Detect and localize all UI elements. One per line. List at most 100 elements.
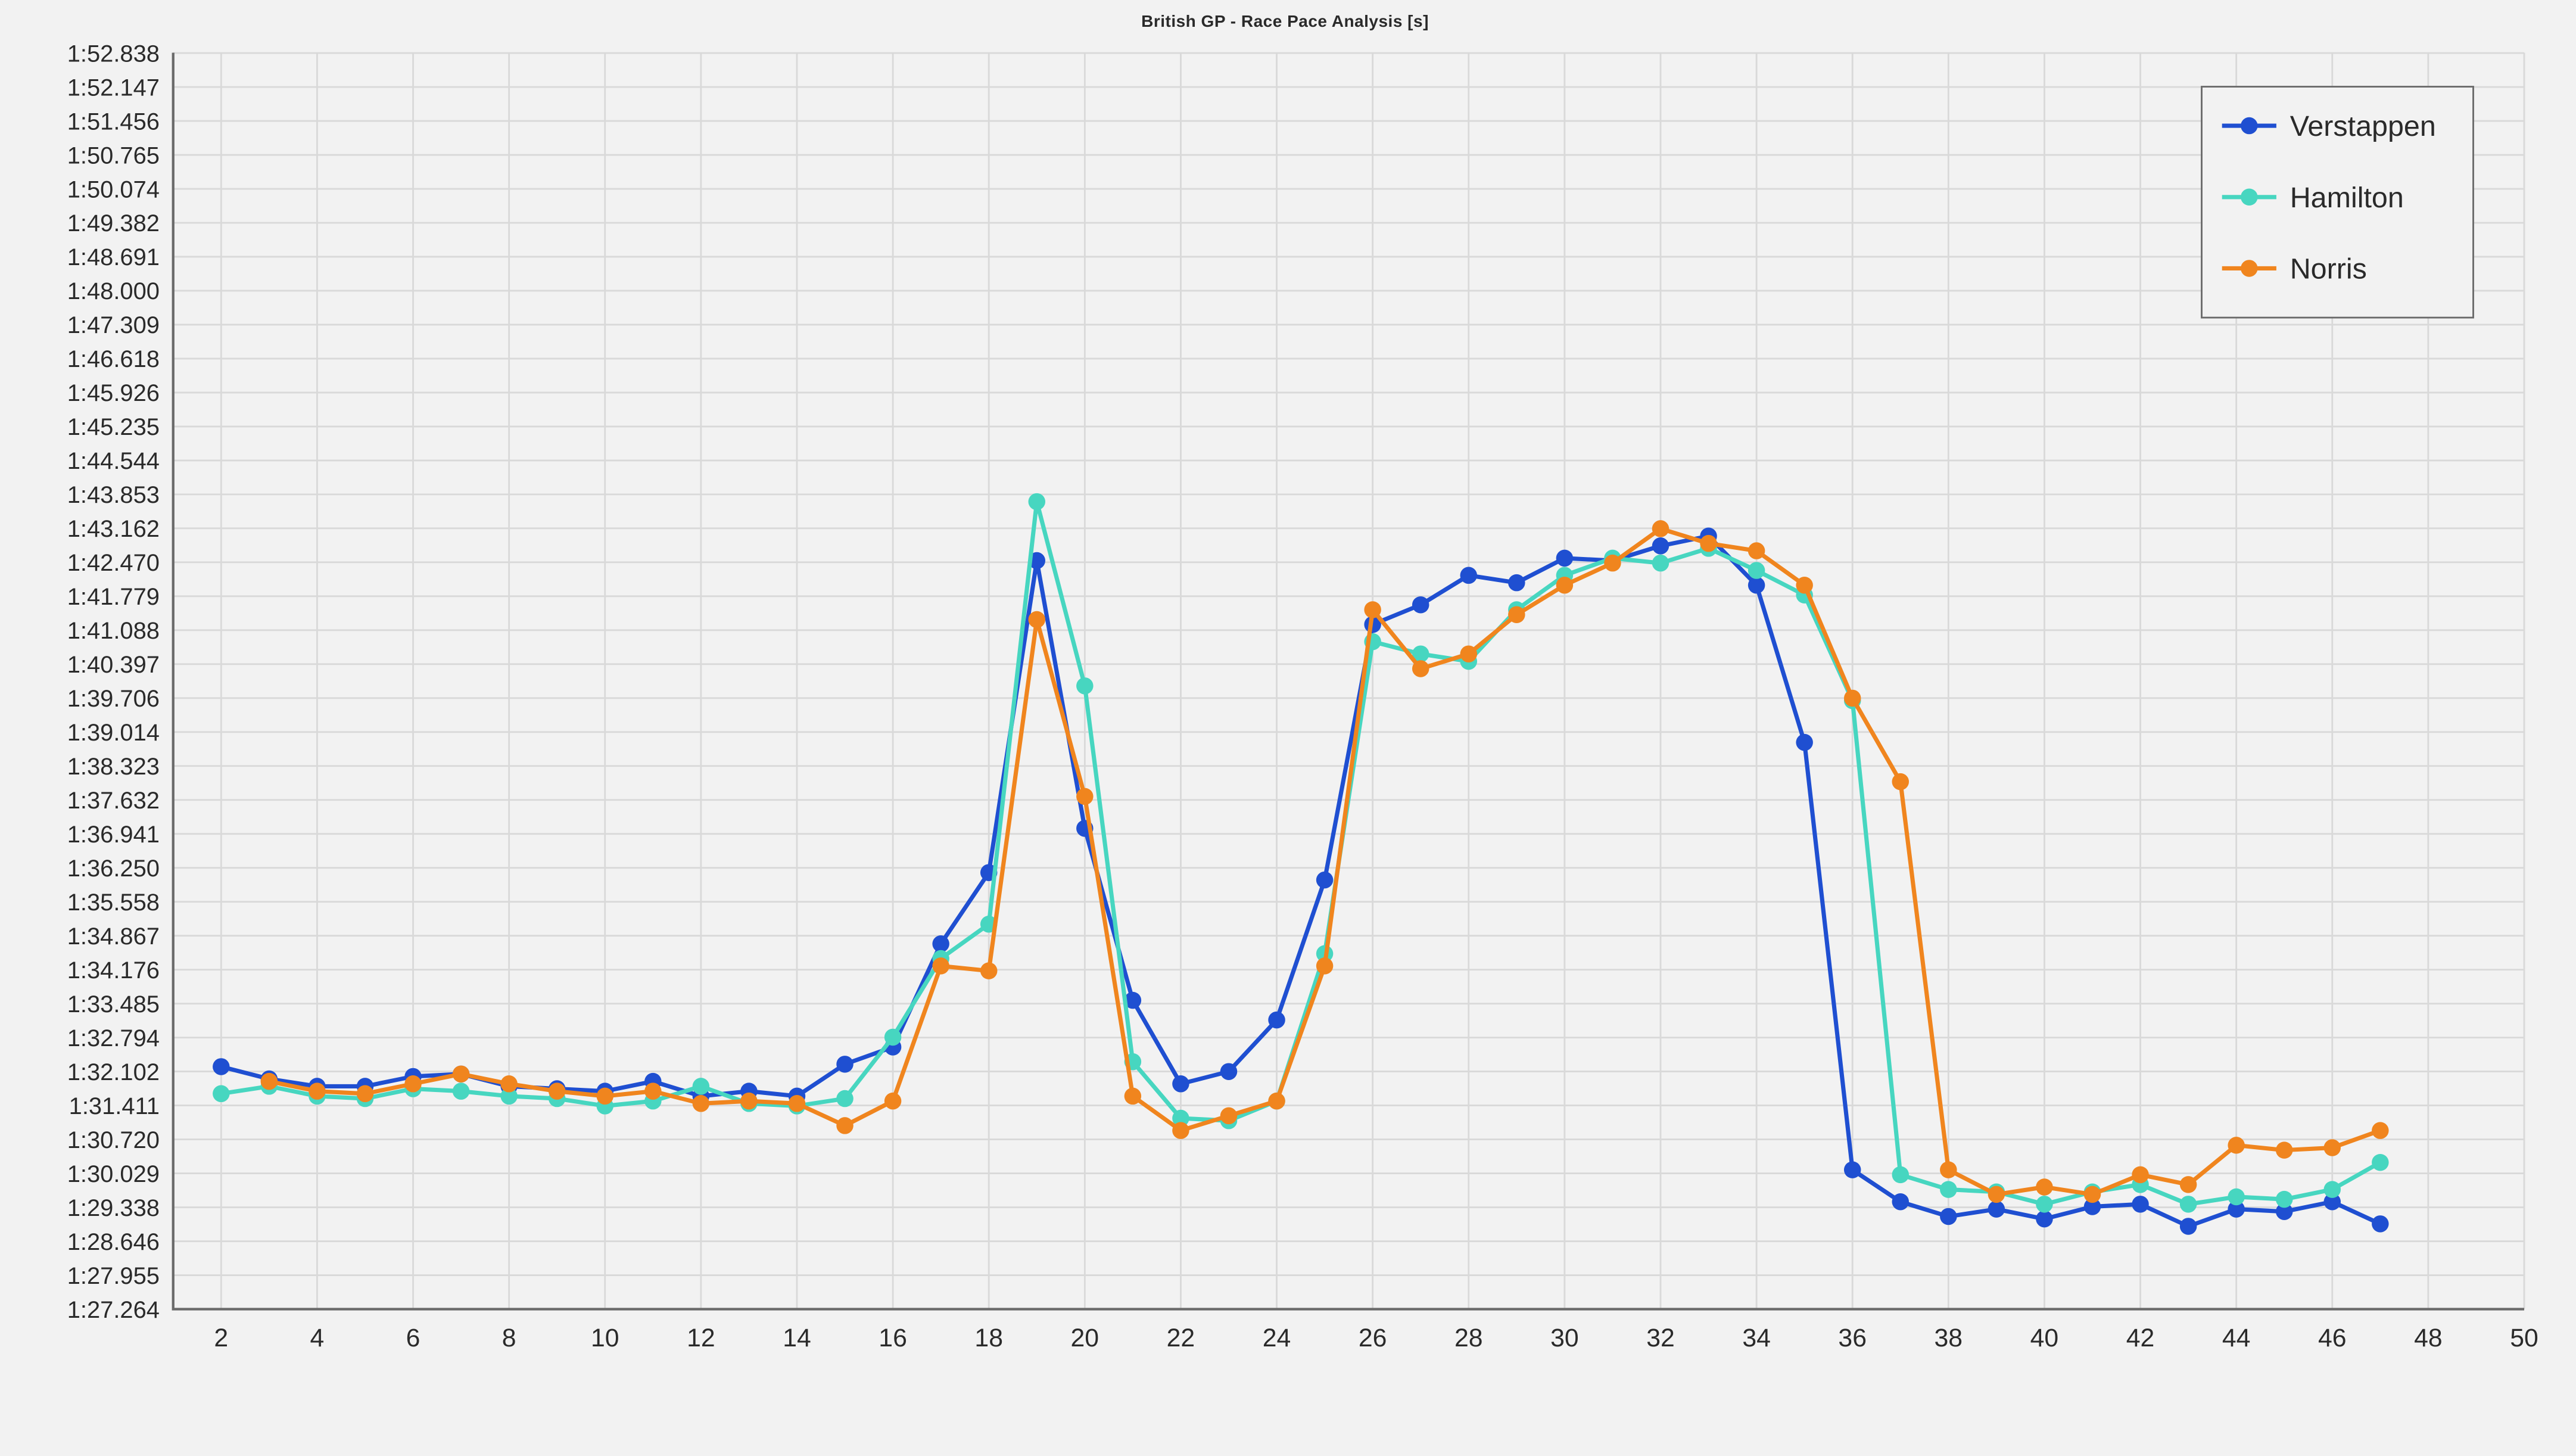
- legend-label: Norris: [2290, 253, 2367, 285]
- y-tick-label: 1:32.102: [67, 1059, 160, 1085]
- series-marker-verstappen: [2180, 1218, 2197, 1235]
- series-marker-norris: [980, 962, 998, 979]
- series-marker-verstappen: [1268, 1012, 1285, 1029]
- y-tick-label: 1:36.250: [67, 855, 160, 882]
- chart-background: [12, 36, 2558, 1377]
- chart-title: British GP - Race Pace Analysis [s]: [12, 12, 2558, 31]
- series-marker-norris: [836, 1117, 854, 1134]
- series-marker-verstappen: [1508, 574, 1525, 592]
- series-marker-hamilton: [836, 1090, 854, 1107]
- y-tick-label: 1:50.074: [67, 176, 160, 203]
- y-tick-label: 1:44.544: [67, 448, 160, 474]
- series-marker-norris: [1508, 606, 1525, 624]
- series-marker-verstappen: [1316, 872, 1334, 889]
- series-marker-verstappen: [1796, 734, 1813, 751]
- series-marker-verstappen: [2132, 1196, 2149, 1213]
- series-marker-norris: [1076, 788, 1094, 805]
- series-marker-verstappen: [1460, 567, 1478, 584]
- x-tick-label: 46: [2318, 1324, 2347, 1352]
- x-tick-label: 6: [406, 1324, 420, 1352]
- series-marker-norris: [2132, 1166, 2149, 1184]
- series-marker-hamilton: [2372, 1154, 2389, 1171]
- series-marker-verstappen: [1988, 1200, 2005, 1218]
- chart-plot-area: 2468101214161820222426283032343638404244…: [12, 36, 2558, 1377]
- series-marker-norris: [789, 1095, 806, 1112]
- y-tick-label: 1:50.765: [67, 142, 160, 169]
- series-marker-norris: [2180, 1176, 2197, 1193]
- x-tick-label: 12: [687, 1324, 715, 1352]
- legend-label: Hamilton: [2290, 182, 2404, 214]
- series-marker-norris: [1029, 611, 1046, 629]
- x-tick-label: 30: [1550, 1324, 1579, 1352]
- series-marker-norris: [1316, 957, 1334, 975]
- series-marker-verstappen: [1892, 1193, 1910, 1211]
- x-tick-label: 40: [2030, 1324, 2059, 1352]
- series-marker-hamilton: [453, 1082, 470, 1100]
- series-marker-norris: [1796, 577, 1813, 594]
- x-tick-label: 4: [310, 1324, 325, 1352]
- series-marker-verstappen: [2036, 1211, 2053, 1228]
- series-marker-hamilton: [2324, 1181, 2341, 1198]
- series-marker-norris: [1125, 1088, 1142, 1105]
- series-marker-hamilton: [2036, 1196, 2053, 1213]
- series-marker-norris: [1460, 645, 1478, 662]
- series-marker-hamilton: [1076, 677, 1094, 695]
- y-tick-label: 1:43.162: [67, 516, 160, 542]
- y-tick-label: 1:46.618: [67, 346, 160, 372]
- series-marker-hamilton: [1029, 493, 1046, 511]
- series-marker-verstappen: [1220, 1063, 1237, 1080]
- series-marker-verstappen: [932, 935, 949, 953]
- series-marker-verstappen: [1556, 550, 1574, 567]
- series-marker-norris: [1412, 660, 1429, 677]
- y-tick-label: 1:43.853: [67, 482, 160, 508]
- legend-swatch-marker: [2241, 117, 2258, 135]
- legend-swatch-marker: [2241, 189, 2258, 206]
- y-tick-label: 1:42.470: [67, 550, 160, 576]
- x-tick-label: 42: [2126, 1324, 2155, 1352]
- y-tick-label: 1:41.088: [67, 618, 160, 644]
- y-tick-label: 1:41.779: [67, 584, 160, 610]
- x-tick-label: 16: [879, 1324, 907, 1352]
- legend-swatch-marker: [2241, 260, 2258, 277]
- series-marker-hamilton: [1940, 1181, 1957, 1198]
- series-marker-norris: [1940, 1161, 1957, 1178]
- x-tick-label: 32: [1646, 1324, 1675, 1352]
- y-tick-label: 1:39.706: [67, 686, 160, 712]
- series-marker-verstappen: [2372, 1215, 2389, 1233]
- series-marker-norris: [1364, 601, 1381, 618]
- series-marker-verstappen: [213, 1058, 230, 1075]
- series-marker-norris: [2276, 1141, 2293, 1159]
- y-tick-label: 1:48.691: [67, 244, 160, 270]
- y-tick-label: 1:31.411: [69, 1093, 160, 1119]
- series-marker-hamilton: [2276, 1191, 2293, 1208]
- series-marker-norris: [740, 1093, 758, 1110]
- y-tick-label: 1:48.000: [67, 278, 160, 304]
- series-marker-hamilton: [2180, 1196, 2197, 1213]
- legend-label: Verstappen: [2290, 110, 2436, 142]
- series-marker-norris: [1604, 555, 1621, 572]
- series-marker-norris: [1700, 535, 1717, 552]
- series-marker-norris: [549, 1082, 566, 1100]
- series-marker-verstappen: [1172, 1075, 1189, 1093]
- series-marker-norris: [1892, 773, 1910, 791]
- y-tick-label: 1:45.235: [67, 414, 160, 440]
- x-tick-label: 8: [502, 1324, 516, 1352]
- y-tick-label: 1:35.558: [67, 889, 160, 916]
- y-tick-label: 1:30.720: [67, 1127, 160, 1153]
- y-tick-label: 1:45.926: [67, 380, 160, 406]
- series-marker-norris: [597, 1088, 614, 1105]
- y-tick-label: 1:49.382: [67, 210, 160, 237]
- y-tick-label: 1:40.397: [67, 652, 160, 678]
- x-tick-label: 26: [1359, 1324, 1387, 1352]
- series-marker-verstappen: [1412, 596, 1429, 613]
- series-marker-norris: [2372, 1122, 2389, 1139]
- series-marker-norris: [1748, 542, 1765, 559]
- series-marker-norris: [693, 1095, 710, 1112]
- series-marker-norris: [500, 1075, 518, 1093]
- series-marker-norris: [309, 1082, 326, 1100]
- y-tick-label: 1:52.838: [67, 41, 160, 67]
- series-marker-hamilton: [884, 1029, 902, 1046]
- series-marker-norris: [1844, 690, 1861, 707]
- series-marker-verstappen: [836, 1056, 854, 1073]
- series-marker-norris: [2324, 1139, 2341, 1156]
